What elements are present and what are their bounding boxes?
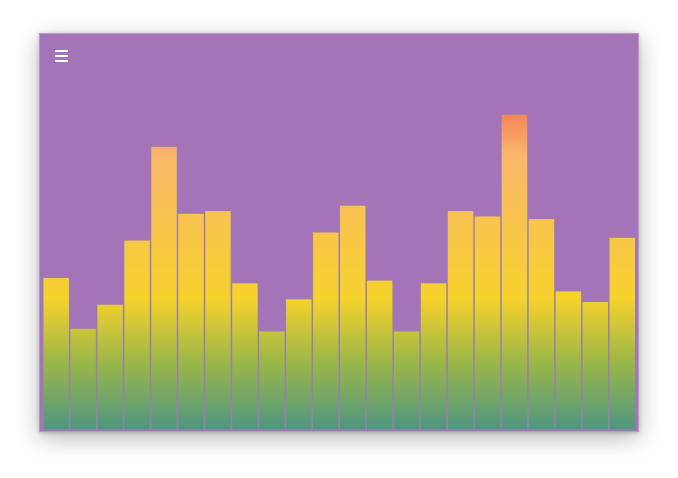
bar-5[interactable] (150, 145, 178, 431)
bar-16[interactable] (446, 210, 475, 431)
bar-14[interactable] (392, 330, 421, 431)
menu-line (55, 55, 68, 57)
menu-line (55, 50, 68, 52)
bar-19[interactable] (527, 218, 556, 431)
bar-6[interactable] (177, 212, 205, 431)
bar-2[interactable] (69, 327, 97, 431)
menu-line (55, 60, 68, 62)
bar-9[interactable] (258, 330, 286, 431)
bar-8[interactable] (231, 282, 259, 431)
bar-15[interactable] (419, 282, 448, 431)
bar-7[interactable] (204, 210, 232, 431)
bar-12[interactable] (339, 204, 367, 431)
bar-4[interactable] (123, 239, 151, 431)
bar-18[interactable] (500, 113, 529, 431)
bar-3[interactable] (96, 303, 124, 431)
bar-22[interactable] (608, 236, 636, 431)
bar-17[interactable] (473, 215, 502, 431)
bar-20[interactable] (554, 290, 583, 431)
bar-13[interactable] (365, 279, 394, 431)
chart-card (39, 33, 639, 432)
bar-21[interactable] (581, 301, 610, 431)
hamburger-menu-icon[interactable] (54, 48, 70, 64)
bar-chart (42, 113, 636, 431)
bar-1[interactable] (42, 276, 70, 431)
bar-10[interactable] (285, 298, 313, 431)
bar-11[interactable] (312, 231, 340, 431)
